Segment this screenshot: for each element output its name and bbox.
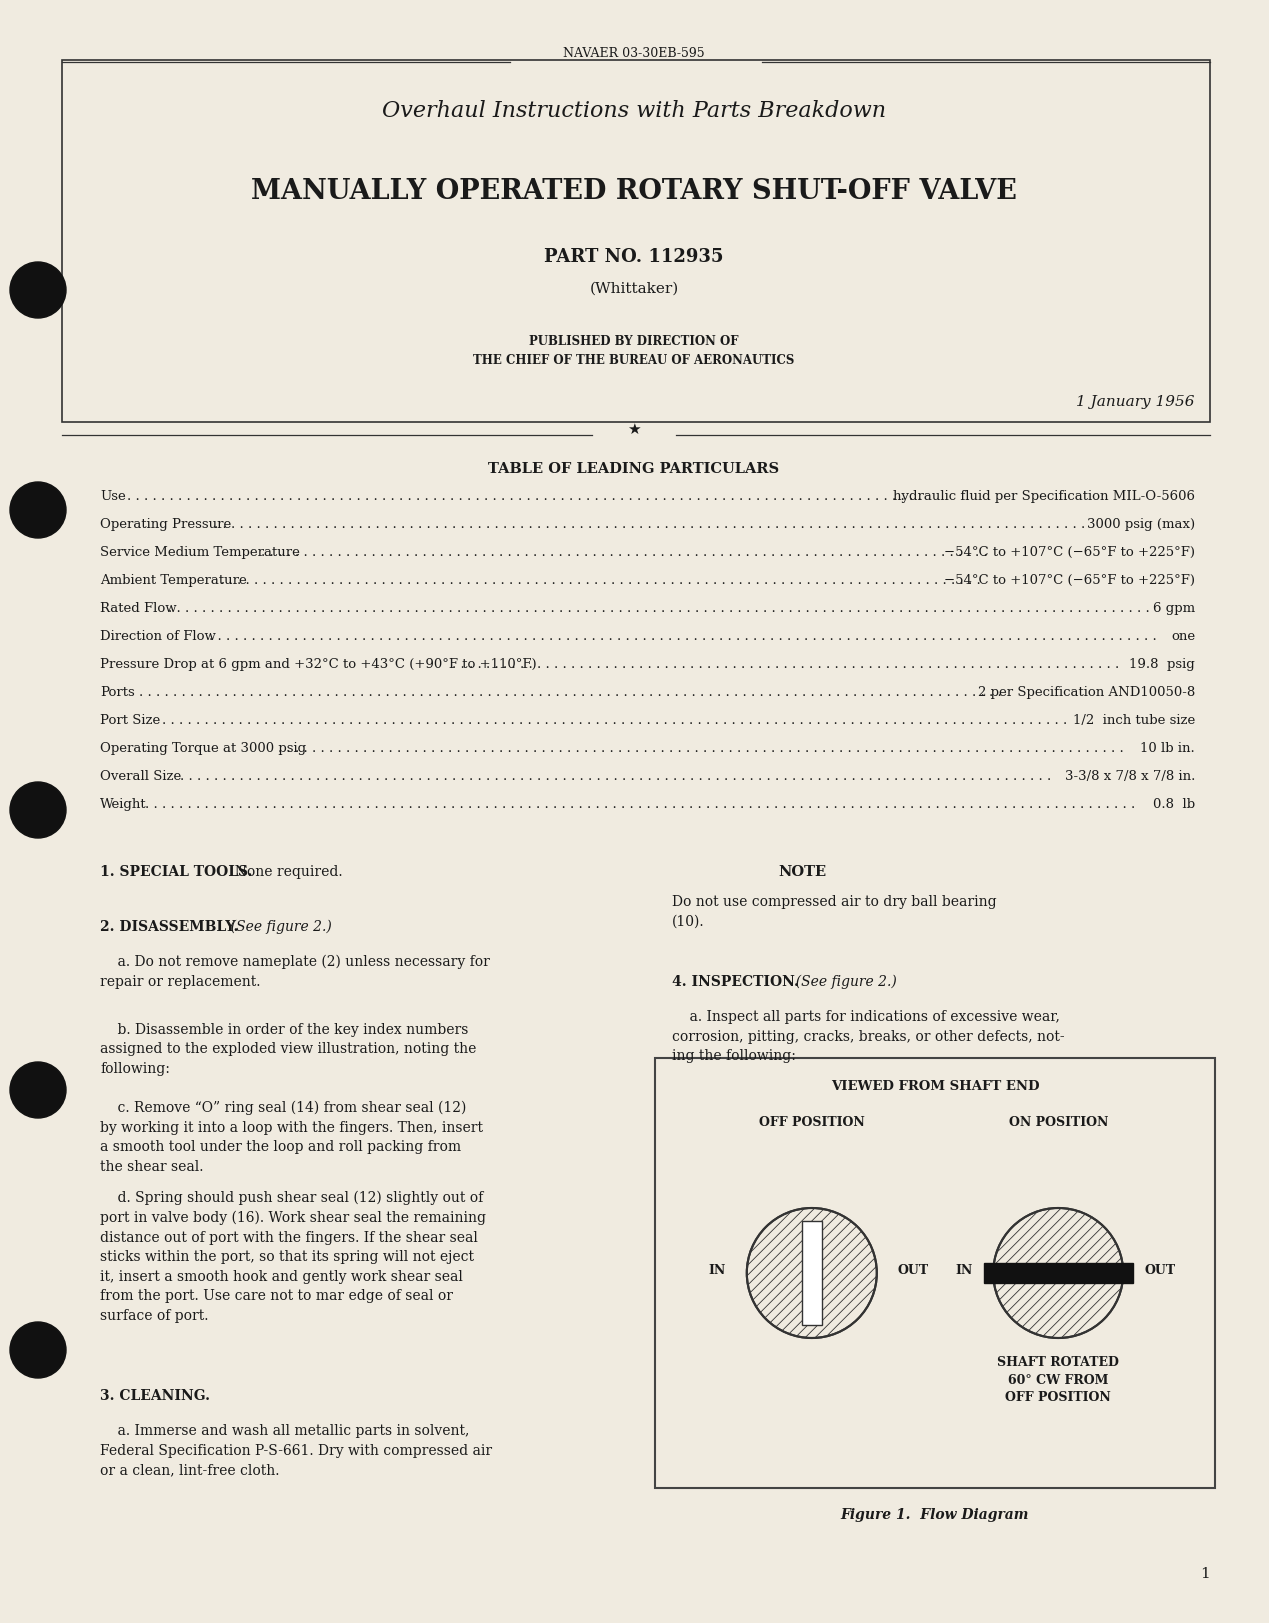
Text: 3000 psig (max): 3000 psig (max) [1086,518,1195,531]
Circle shape [994,1208,1123,1337]
Text: . . . . . . . . . . . . . . . . . . . . . . . . . . . . . . . . . . . . . . . . : . . . . . . . . . . . . . . . . . . . . … [162,714,1072,727]
Text: IN: IN [956,1263,972,1277]
Text: Overhaul Instructions with Parts Breakdown: Overhaul Instructions with Parts Breakdo… [382,101,886,122]
Text: hydraulic fluid per Specification MIL-O-5606: hydraulic fluid per Specification MIL-O-… [893,490,1195,503]
Circle shape [10,782,66,837]
Text: Weight: Weight [100,799,147,812]
Text: . . . . . . . . . . . . . . . . . . . . . . . . . . . . . . . . . . . . . . . . : . . . . . . . . . . . . . . . . . . . . … [168,602,1154,615]
Text: c. Remove “O” ring seal (14) from shear seal (12)
by working it into a loop with: c. Remove “O” ring seal (14) from shear … [100,1100,483,1173]
Text: Use: Use [100,490,126,503]
Text: −54°C to +107°C (−65°F to +225°F): −54°C to +107°C (−65°F to +225°F) [944,545,1195,558]
Bar [62,60,1211,422]
Text: 3. CLEANING.: 3. CLEANING. [100,1389,209,1402]
Text: IN: IN [708,1263,726,1277]
Text: one: one [1171,630,1195,643]
Text: 2. DISASSEMBLY.: 2. DISASSEMBLY. [100,920,239,933]
Text: (See figure 2.): (See figure 2.) [787,975,897,990]
Text: 1 January 1956: 1 January 1956 [1076,394,1195,409]
Text: ★: ★ [627,422,641,437]
Text: THE CHIEF OF THE BUREAU OF AERONAUTICS: THE CHIEF OF THE BUREAU OF AERONAUTICS [473,354,794,367]
Text: 1: 1 [1200,1566,1211,1581]
Text: . . . . . . . . . . . . . . . . . . . . . . . . . . . . . . . . . . . . . . . . : . . . . . . . . . . . . . . . . . . . . … [208,630,1161,643]
Bar [802,1220,822,1324]
Text: OUT: OUT [897,1263,929,1277]
Text: Operating Torque at 3000 psig: Operating Torque at 3000 psig [100,742,306,755]
Text: Rated Flow: Rated Flow [100,602,176,615]
Text: OUT: OUT [1145,1263,1175,1277]
Text: Ports: Ports [100,687,135,700]
Text: (Whittaker): (Whittaker) [589,282,679,295]
Circle shape [10,1323,66,1378]
Text: TABLE OF LEADING PARTICULARS: TABLE OF LEADING PARTICULARS [489,463,779,476]
Circle shape [746,1208,877,1337]
Text: . . . . . . . . . . . . . . . . . . . . . . . . . . . . . . . . . . . . . . . . : . . . . . . . . . . . . . . . . . . . . … [278,742,1128,755]
Text: . . . . . . . . . . . . . . . . . . . . . . . . . . . . . . . . . . . . . . . . : . . . . . . . . . . . . . . . . . . . . … [127,490,926,503]
Text: . . . . . . . . . . . . . . . . . . . . . . . . . . . . . . . . . . . . . . . . : . . . . . . . . . . . . . . . . . . . . … [214,518,1090,531]
Circle shape [10,482,66,537]
Text: MANUALLY OPERATED ROTARY SHUT-OFF VALVE: MANUALLY OPERATED ROTARY SHUT-OFF VALVE [251,179,1016,204]
Text: Direction of Flow: Direction of Flow [100,630,216,643]
Text: 1/2  inch tube size: 1/2 inch tube size [1072,714,1195,727]
Text: 1. SPECIAL TOOLS.: 1. SPECIAL TOOLS. [100,865,253,880]
Text: Pressure Drop at 6 gpm and +32°C to +43°C (+90°F to +110°F): Pressure Drop at 6 gpm and +32°C to +43°… [100,657,537,670]
Text: Overall Size: Overall Size [100,769,181,782]
Text: OFF POSITION: OFF POSITION [759,1117,864,1130]
Circle shape [10,261,66,318]
Text: . . . . . . . . . . . . . . . . . . . . . . . . . . . . . . . . . . . . . . . . : . . . . . . . . . . . . . . . . . . . . … [140,687,1006,700]
Text: Do not use compressed air to dry ball bearing
(10).: Do not use compressed air to dry ball be… [673,894,996,928]
Text: . . . . . . . . . . . . . . . . . . . . . . . . . . . . . . . . . . . . . . . . : . . . . . . . . . . . . . . . . . . . . … [145,799,1140,812]
Text: a. Immerse and wash all metallic parts in solvent,
Federal Specification P-S-661: a. Immerse and wash all metallic parts i… [100,1423,492,1477]
Text: None required.: None required. [226,865,343,880]
Text: −54°C to +107°C (−65°F to +225°F): −54°C to +107°C (−65°F to +225°F) [944,575,1195,588]
Bar [655,1058,1214,1488]
Text: SHAFT ROTATED
60° CW FROM
OFF POSITION: SHAFT ROTATED 60° CW FROM OFF POSITION [997,1355,1119,1404]
Text: a. Do not remove nameplate (2) unless necessary for
repair or replacement.: a. Do not remove nameplate (2) unless ne… [100,954,490,988]
Text: . . . . . . . . . . . . . . . . . . . . . . . . . . . . . . . . . . . . . . . . : . . . . . . . . . . . . . . . . . . . . … [261,545,992,558]
Text: . . . . . . . . . . . . . . . . . . . . . . . . . . . . . . . . . . . . . . . . : . . . . . . . . . . . . . . . . . . . . … [180,769,1055,782]
Text: Figure 1.  Flow Diagram: Figure 1. Flow Diagram [841,1508,1029,1522]
Text: Port Size: Port Size [100,714,160,727]
Text: d. Spring should push shear seal (12) slightly out of
port in valve body (16). W: d. Spring should push shear seal (12) sl… [100,1191,486,1323]
Text: VIEWED FROM SHAFT END: VIEWED FROM SHAFT END [831,1079,1039,1092]
Text: 3-3/8 x 7/8 x 7/8 in.: 3-3/8 x 7/8 x 7/8 in. [1065,769,1195,782]
Text: 4. INSPECTION.: 4. INSPECTION. [673,975,799,988]
Text: 19.8  psig: 19.8 psig [1129,657,1195,670]
Text: 6 gpm: 6 gpm [1152,602,1195,615]
Text: b. Disassemble in order of the key index numbers
assigned to the exploded view i: b. Disassemble in order of the key index… [100,1022,476,1076]
Text: a. Inspect all parts for indications of excessive wear,
corrosion, pitting, crac: a. Inspect all parts for indications of … [673,1010,1065,1063]
Text: Ambient Temperature: Ambient Temperature [100,575,246,588]
Circle shape [10,1061,66,1118]
Text: PUBLISHED BY DIRECTION OF: PUBLISHED BY DIRECTION OF [529,334,739,347]
Text: ON POSITION: ON POSITION [1009,1117,1108,1130]
Text: NAVAER 03-30EB-595: NAVAER 03-30EB-595 [563,47,704,60]
Text: . . . . . . . . . . . . . . . . . . . . . . . . . . . . . . . . . . . . . . . . : . . . . . . . . . . . . . . . . . . . . … [452,657,1124,670]
Text: . . . . . . . . . . . . . . . . . . . . . . . . . . . . . . . . . . . . . . . . : . . . . . . . . . . . . . . . . . . . . … [221,575,985,588]
Text: (See figure 2.): (See figure 2.) [222,920,331,935]
Text: 10 lb in.: 10 lb in. [1141,742,1195,755]
Text: 2 per Specification AND10050-8: 2 per Specification AND10050-8 [977,687,1195,700]
Text: 0.8  lb: 0.8 lb [1152,799,1195,812]
Text: Service Medium Temperature: Service Medium Temperature [100,545,299,558]
Text: Operating Pressure: Operating Pressure [100,518,231,531]
Bar [983,1263,1133,1284]
Text: PART NO. 112935: PART NO. 112935 [544,248,723,266]
Text: NOTE: NOTE [778,865,826,880]
